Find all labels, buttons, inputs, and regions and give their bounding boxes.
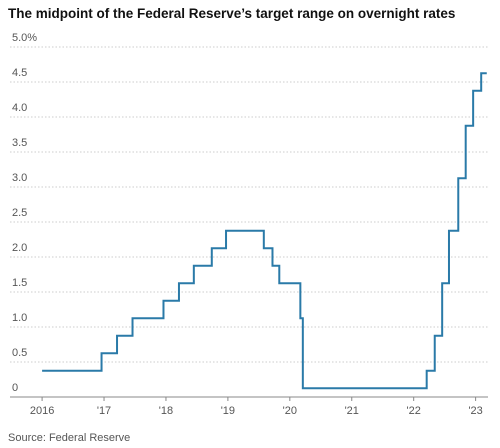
x-tick-label: '18 [159,405,173,417]
x-tick-label: '19 [221,405,235,417]
y-tick-label: 3.5 [12,137,27,149]
y-tick-label: 2.0 [12,242,27,254]
rate-line [42,72,487,390]
source-note: Source: Federal Reserve [8,432,130,444]
x-tick-label: '23 [468,405,482,417]
x-tick-label: '21 [345,405,359,417]
y-tick-label: 2.5 [12,207,27,219]
x-tick-label: '20 [283,405,297,417]
y-tick-label: 0 [12,382,18,394]
x-tick-label: '22 [407,405,421,417]
y-tick-label: 4.5 [12,67,27,79]
y-tick-label: 1.5 [12,277,27,289]
y-tick-label: 3.0 [12,172,27,184]
y-tick-label: 4.0 [12,102,27,114]
y-tick-label: 1.0 [12,312,27,324]
x-tick-label: '17 [97,405,111,417]
chart-title: The midpoint of the Federal Reserve’s ta… [8,6,455,21]
y-tick-label: 0.5 [12,347,27,359]
y-tick-label: 5.0% [12,32,37,44]
x-tick-label: 2016 [30,405,54,417]
